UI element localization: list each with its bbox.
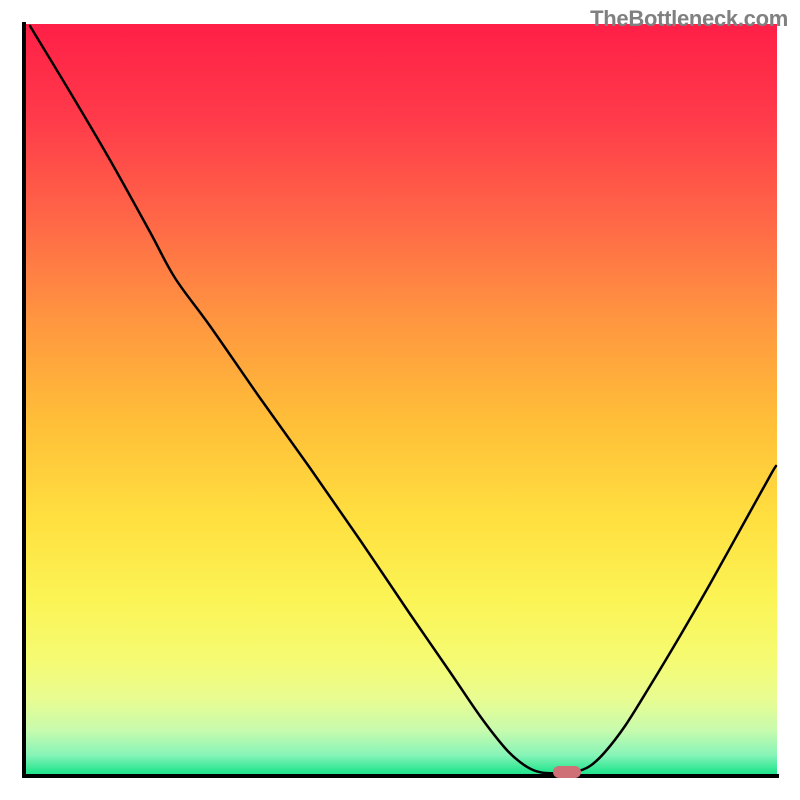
chart-svg <box>0 0 800 800</box>
bottleneck-chart: TheBottleneck.com <box>0 0 800 800</box>
watermark-text: TheBottleneck.com <box>590 6 788 32</box>
optimal-marker <box>553 766 581 778</box>
